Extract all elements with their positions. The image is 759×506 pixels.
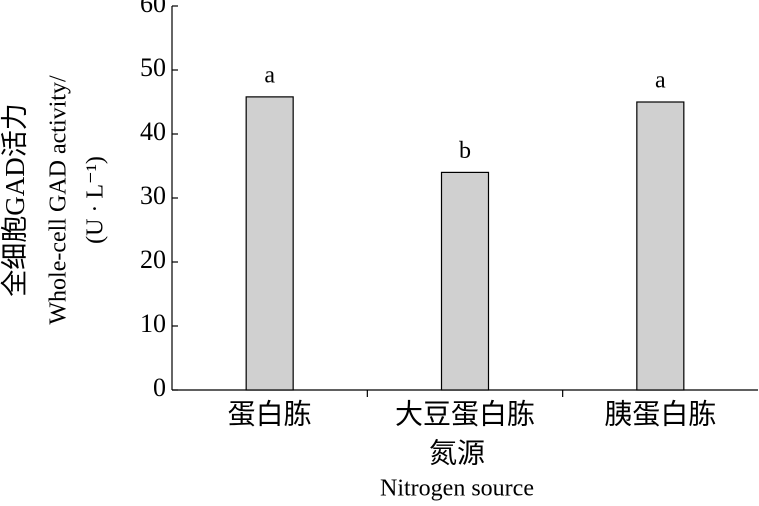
significance-letter: a	[655, 68, 666, 94]
y-tick-label: 40	[140, 117, 166, 146]
y-axis-label: 全细胞GAD活力	[0, 103, 30, 297]
x-tick-label: 胰蛋白胨	[604, 398, 716, 430]
y-tick-label: 20	[140, 245, 166, 274]
bar	[636, 101, 685, 391]
bar	[245, 96, 294, 391]
significance-letter: a	[264, 62, 275, 88]
y-axis-label: Whole-cell GAD activity/	[46, 75, 72, 325]
y-tick-label: 10	[140, 309, 166, 338]
y-tick-label: 30	[140, 181, 166, 210]
y-tick-label: 0	[153, 373, 166, 402]
x-tick-label: 大豆蛋白胨	[395, 398, 535, 430]
bar	[440, 171, 490, 391]
x-tick-label: 蛋白胨	[228, 398, 312, 430]
x-axis-label: Nitrogen source	[380, 476, 534, 502]
y-tick-label: 60	[140, 0, 166, 18]
y-axis-label: (U · L⁻¹)	[83, 156, 109, 244]
significance-letter: b	[459, 138, 471, 164]
y-tick-label: 50	[140, 53, 166, 82]
x-axis-label: 氮源	[429, 437, 485, 469]
